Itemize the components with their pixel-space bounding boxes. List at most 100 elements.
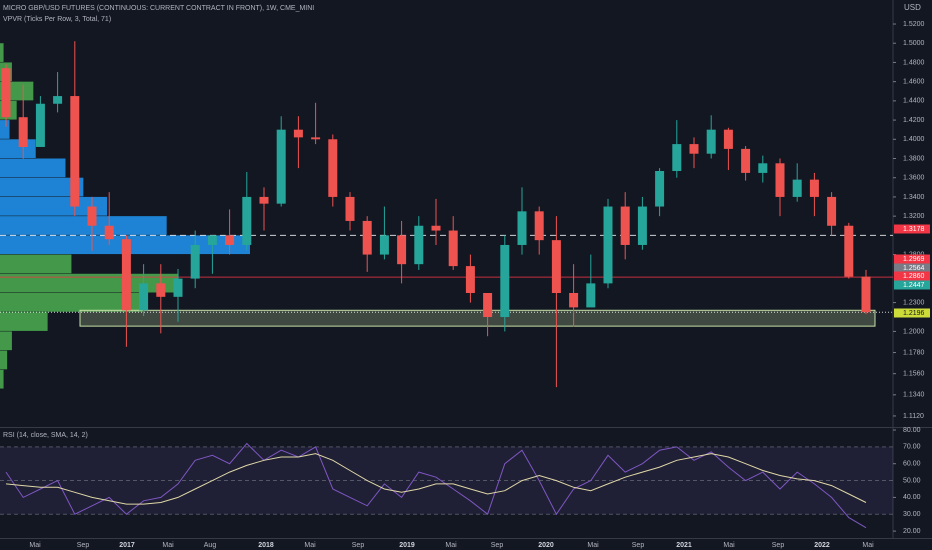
x-tick-label: 2018 bbox=[258, 542, 274, 549]
candle-body bbox=[35, 103, 45, 147]
candle-body bbox=[311, 137, 321, 140]
candle-body bbox=[397, 235, 407, 265]
price-label: 1.3178 bbox=[903, 226, 925, 233]
y-tick-label: 1.4000 bbox=[903, 136, 925, 143]
rsi-tick-label: 50.00 bbox=[903, 477, 921, 484]
candle-body bbox=[70, 96, 80, 207]
candle-body bbox=[689, 144, 699, 154]
y-tick-label: 1.5200 bbox=[903, 21, 925, 28]
candle-body bbox=[569, 292, 579, 308]
candle-body bbox=[483, 292, 493, 318]
y-tick-label: 1.1780 bbox=[903, 349, 925, 356]
candle-body bbox=[259, 196, 269, 204]
y-tick-label: 1.3200 bbox=[903, 213, 925, 220]
x-tick-label: 2021 bbox=[676, 542, 692, 549]
candle-body bbox=[620, 206, 630, 245]
price-label-bg bbox=[894, 280, 930, 290]
candle-body bbox=[87, 206, 97, 226]
candle-body bbox=[809, 179, 819, 197]
chart-title: MICRO GBP/USD FUTURES (CONTINUOUS: CURRE… bbox=[3, 5, 314, 12]
volume-profile-row bbox=[0, 120, 10, 139]
volume-profile-row bbox=[0, 292, 143, 312]
x-tick-label: Mai bbox=[723, 542, 735, 549]
candle-body bbox=[637, 206, 647, 245]
rsi-tick-label: 60.00 bbox=[903, 461, 921, 468]
price-label-bg bbox=[894, 271, 930, 281]
candle-body bbox=[1, 68, 11, 118]
x-tick-label: Sep bbox=[772, 542, 785, 549]
candle-body bbox=[723, 129, 733, 149]
x-tick-label: Mai bbox=[304, 542, 316, 549]
x-tick-label: Aug bbox=[204, 542, 217, 549]
candle-body bbox=[586, 283, 596, 308]
currency: USD bbox=[904, 3, 921, 12]
y-tick-label: 1.4600 bbox=[903, 78, 925, 85]
x-tick-label: 2022 bbox=[814, 542, 830, 549]
candle-body bbox=[448, 230, 458, 267]
candle-body bbox=[345, 196, 355, 221]
candle-body bbox=[672, 144, 682, 171]
volume-profile-row bbox=[0, 273, 179, 293]
price-label: 1.2860 bbox=[903, 273, 925, 280]
x-tick-label: Sep bbox=[352, 542, 365, 549]
candle-body bbox=[139, 283, 149, 311]
price-label: 1.2196 bbox=[903, 310, 925, 317]
rsi-tick-label: 80.00 bbox=[903, 427, 921, 434]
candle-body bbox=[190, 244, 200, 279]
x-tick-label: Mai bbox=[445, 542, 457, 549]
x-tick-label: Mai bbox=[29, 542, 41, 549]
candle-body bbox=[379, 235, 389, 255]
price-label: 1.2564 bbox=[903, 265, 925, 272]
candle-body bbox=[551, 240, 561, 293]
volume-profile-row bbox=[0, 43, 4, 62]
y-tick-label: 1.2300 bbox=[903, 299, 925, 306]
y-tick-label: 1.3800 bbox=[903, 155, 925, 162]
rsi-tick-label: 40.00 bbox=[903, 494, 921, 501]
candle-body bbox=[18, 117, 28, 147]
candle-body bbox=[603, 206, 613, 284]
rsi-tick-label: 70.00 bbox=[903, 444, 921, 451]
candle-body bbox=[328, 139, 338, 197]
volume-profile-row bbox=[0, 158, 66, 178]
candle-body bbox=[861, 276, 871, 313]
y-tick-label: 1.2000 bbox=[903, 328, 925, 335]
price-label-bg bbox=[894, 224, 930, 234]
candle-body bbox=[225, 235, 235, 245]
candle-body bbox=[173, 278, 183, 297]
y-tick-label: 1.4800 bbox=[903, 59, 925, 66]
y-tick-label: 1.1120 bbox=[903, 413, 924, 420]
y-tick-label: 1.3400 bbox=[903, 194, 925, 201]
candle-body bbox=[758, 163, 768, 173]
volume-profile-row bbox=[0, 216, 167, 235]
candle-body bbox=[517, 211, 527, 245]
volume-profile-row bbox=[0, 139, 36, 159]
candle-body bbox=[655, 170, 665, 207]
candle-body bbox=[534, 211, 544, 241]
price-label-bg bbox=[894, 254, 930, 264]
price-label: 1.2969 bbox=[903, 256, 925, 263]
candle-body bbox=[414, 225, 424, 265]
x-tick-label: Sep bbox=[77, 542, 90, 549]
indicator-title: VPVR (Ticks Per Row, 3, Total, 71) bbox=[3, 16, 111, 23]
y-tick-label: 1.5000 bbox=[903, 40, 925, 47]
candle-body bbox=[242, 196, 252, 245]
rsi-title: RSI (14, close, SMA, 14, 2) bbox=[3, 432, 88, 439]
candle-body bbox=[121, 239, 131, 311]
volume-profile-row bbox=[0, 196, 108, 216]
volume-profile-row bbox=[0, 177, 84, 197]
y-tick-label: 1.1340 bbox=[903, 392, 925, 399]
y-tick-label: 1.4200 bbox=[903, 117, 925, 124]
support-zone bbox=[79, 309, 876, 327]
x-tick-label: Mai bbox=[862, 542, 874, 549]
candle-body bbox=[775, 163, 785, 197]
candle-body bbox=[156, 283, 166, 297]
price-label-bg bbox=[894, 263, 930, 273]
candle-body bbox=[293, 129, 303, 138]
y-tick-label: 1.3600 bbox=[903, 175, 925, 182]
x-tick-label: Mai bbox=[587, 542, 599, 549]
x-tick-label: 2017 bbox=[119, 542, 135, 549]
candle-body bbox=[706, 129, 716, 154]
volume-profile-row bbox=[0, 254, 72, 274]
